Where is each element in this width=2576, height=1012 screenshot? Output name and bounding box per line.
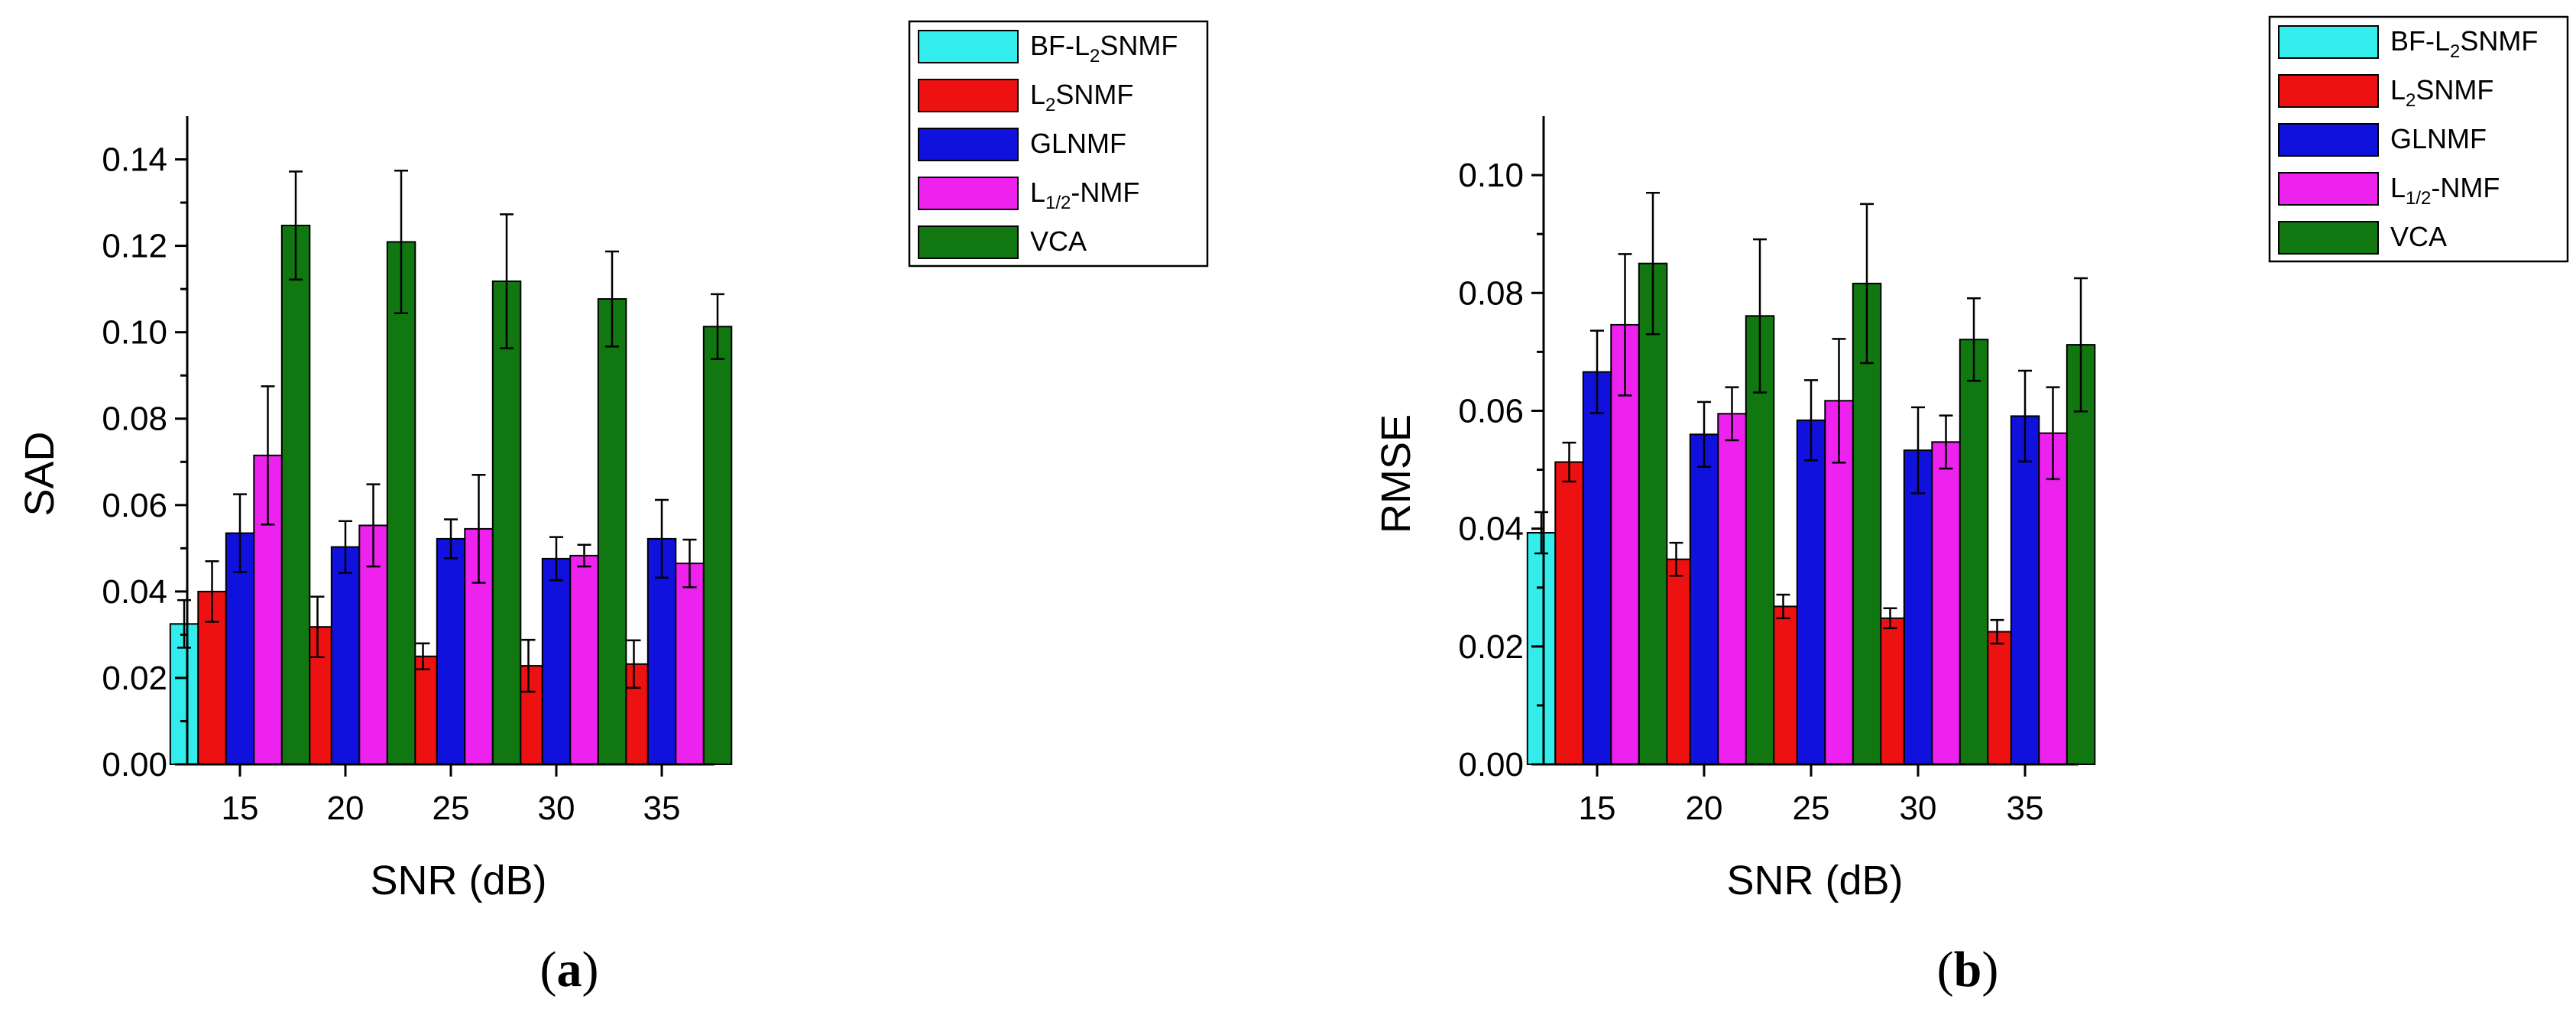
bar-glnmf-35 [2010, 415, 2040, 766]
y-tick-label: 0.04 [1458, 511, 1524, 548]
y-tick-label: 0.02 [1458, 628, 1524, 666]
bar-l2snmf-15 [1554, 461, 1584, 765]
legend-label: BF-L2SNMF [1030, 30, 1178, 66]
bar-vca-15 [280, 225, 311, 765]
legend-swatch [918, 177, 1019, 210]
legend-label: L2SNMF [2390, 74, 2493, 111]
bar-glnmf-30 [541, 557, 572, 766]
bar-glnmf-25 [1796, 419, 1826, 765]
y-tick-label: 0.06 [1458, 392, 1524, 430]
x-axis-title-a: SNR (dB) [370, 858, 546, 903]
x-tick-label: 15 [1579, 790, 1616, 827]
x-tick-label: 30 [1900, 790, 1937, 827]
legend: BF-L2SNMF L2SNMF GLNMF L1/2-NMF VCA [2268, 15, 2569, 263]
legend-label: BF-L2SNMF [2390, 25, 2538, 62]
bar-vca-35 [702, 326, 733, 765]
legend-swatch [918, 79, 1019, 112]
legend-swatch [2278, 25, 2379, 59]
plot-area-b: 0.00 0.02 0.04 0.06 0.08 0.10 15 20 25 30 35 [1458, 116, 2096, 827]
bar-glnmf-20 [1689, 433, 1719, 765]
bar-vca-30 [597, 298, 627, 766]
bar-vca-30 [1959, 339, 1989, 765]
bar-l12nmf-20 [1717, 413, 1747, 765]
legend: BF-L2SNMF L2SNMF GLNMF L1/2-NMF VCA [908, 20, 1209, 268]
plot-area-a: 0.00 0.02 0.04 0.06 0.08 0.10 0.12 0.14 15 20 25 30… [102, 116, 733, 827]
x-tick-label: 35 [643, 790, 681, 827]
bar-glnmf-30 [1903, 449, 1933, 765]
x-tick-label: 20 [1686, 790, 1723, 827]
y-axis-title-b: RMSE [1373, 414, 1419, 534]
y-tick-label: 0.14 [102, 141, 167, 179]
caption-b: (b) [1937, 942, 1999, 997]
y-tick-label: 0.08 [102, 401, 167, 438]
x-axis-title-b: SNR (dB) [1726, 858, 1903, 903]
legend-swatch [2278, 123, 2379, 157]
legend-label: L1/2-NMF [2390, 172, 2500, 209]
legend-swatch [918, 225, 1019, 259]
legend-swatch [2278, 221, 2379, 255]
bar-vca-15 [1638, 262, 1668, 765]
y-tick-label: 0.00 [1458, 746, 1524, 783]
caption-a: (a) [540, 942, 599, 997]
bar-l12nmf-35 [675, 563, 705, 765]
bar-l12nmf-30 [1931, 441, 1961, 765]
x-tick-label: 30 [538, 790, 575, 827]
x-tick-label: 15 [222, 790, 259, 827]
legend-label: VCA [1030, 225, 1087, 257]
y-tick-label: 0.10 [1458, 157, 1524, 194]
bar-vca-25 [491, 281, 522, 765]
x-tick-label: 20 [327, 790, 365, 827]
x-tick-label: 35 [2007, 790, 2044, 827]
legend-swatch [2278, 172, 2379, 206]
bar-vca-20 [386, 241, 416, 765]
bar-l12nmf-35 [2038, 432, 2068, 765]
x-tick-label: 25 [1793, 790, 1830, 827]
legend-swatch [918, 30, 1019, 63]
y-axis-title-a: SAD [17, 431, 63, 516]
legend-swatch [2278, 74, 2379, 108]
legend-label: GLNMF [2390, 123, 2487, 154]
y-tick-label: 0.00 [102, 746, 167, 783]
legend-label: GLNMF [1030, 128, 1126, 159]
legend-label: VCA [2390, 221, 2447, 252]
bar-bfl2snmf-15 [1526, 532, 1557, 765]
y-tick-label: 0.06 [102, 487, 167, 524]
bar-glnmf-20 [330, 546, 361, 765]
legend-label: L2SNMF [1030, 79, 1133, 115]
bar-glnmf-25 [436, 537, 466, 766]
y-tick-label: 0.10 [102, 314, 167, 352]
y-tick-label: 0.02 [102, 660, 167, 697]
y-tick-label: 0.08 [1458, 274, 1524, 312]
bar-glnmf-15 [1582, 371, 1612, 766]
chart-panel-a: 0.00 0.02 0.04 0.06 0.08 0.10 0.12 0.14 15 20 25 30… [17, 20, 1209, 997]
bar-l12nmf-30 [569, 554, 599, 766]
x-tick-label: 25 [433, 790, 470, 827]
legend-swatch [918, 128, 1019, 161]
y-tick-label: 0.12 [102, 228, 167, 265]
legend-label: L1/2-NMF [1030, 177, 1139, 213]
y-tick-label: 0.04 [102, 573, 167, 611]
